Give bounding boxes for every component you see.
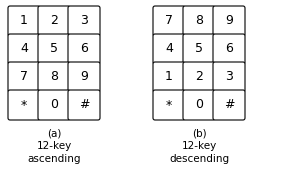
Text: 0: 0 [195,98,203,112]
FancyBboxPatch shape [213,34,245,64]
Text: 6: 6 [80,43,88,56]
FancyBboxPatch shape [38,62,70,92]
Text: 9: 9 [80,70,88,83]
Text: 4: 4 [20,43,28,56]
FancyBboxPatch shape [183,6,215,36]
FancyBboxPatch shape [68,90,100,120]
FancyBboxPatch shape [38,90,70,120]
Text: 4: 4 [165,43,173,56]
FancyBboxPatch shape [213,62,245,92]
Text: 3: 3 [80,14,88,28]
FancyBboxPatch shape [153,6,185,36]
Text: #: # [224,98,234,112]
Text: 9: 9 [225,14,233,28]
Text: 1: 1 [165,70,173,83]
Text: 7: 7 [20,70,28,83]
FancyBboxPatch shape [8,34,40,64]
Text: 3: 3 [225,70,233,83]
FancyBboxPatch shape [38,34,70,64]
FancyBboxPatch shape [8,62,40,92]
FancyBboxPatch shape [8,90,40,120]
Text: 7: 7 [165,14,173,28]
Text: #: # [79,98,89,112]
FancyBboxPatch shape [153,90,185,120]
Text: 0: 0 [50,98,58,112]
Text: (a)
12-key
ascending: (a) 12-key ascending [27,128,81,164]
Text: 1: 1 [20,14,28,28]
Text: 6: 6 [225,43,233,56]
FancyBboxPatch shape [8,6,40,36]
Text: 8: 8 [195,14,203,28]
Text: (b)
12-key
descending: (b) 12-key descending [169,128,229,164]
FancyBboxPatch shape [68,34,100,64]
FancyBboxPatch shape [38,6,70,36]
FancyBboxPatch shape [183,90,215,120]
Text: 5: 5 [50,43,58,56]
FancyBboxPatch shape [68,6,100,36]
Text: *: * [21,98,27,112]
Text: 2: 2 [50,14,58,28]
Text: 2: 2 [195,70,203,83]
FancyBboxPatch shape [213,6,245,36]
FancyBboxPatch shape [183,62,215,92]
FancyBboxPatch shape [153,34,185,64]
FancyBboxPatch shape [153,62,185,92]
Text: 8: 8 [50,70,58,83]
FancyBboxPatch shape [68,62,100,92]
FancyBboxPatch shape [183,34,215,64]
Text: *: * [166,98,172,112]
Text: 5: 5 [195,43,203,56]
FancyBboxPatch shape [213,90,245,120]
